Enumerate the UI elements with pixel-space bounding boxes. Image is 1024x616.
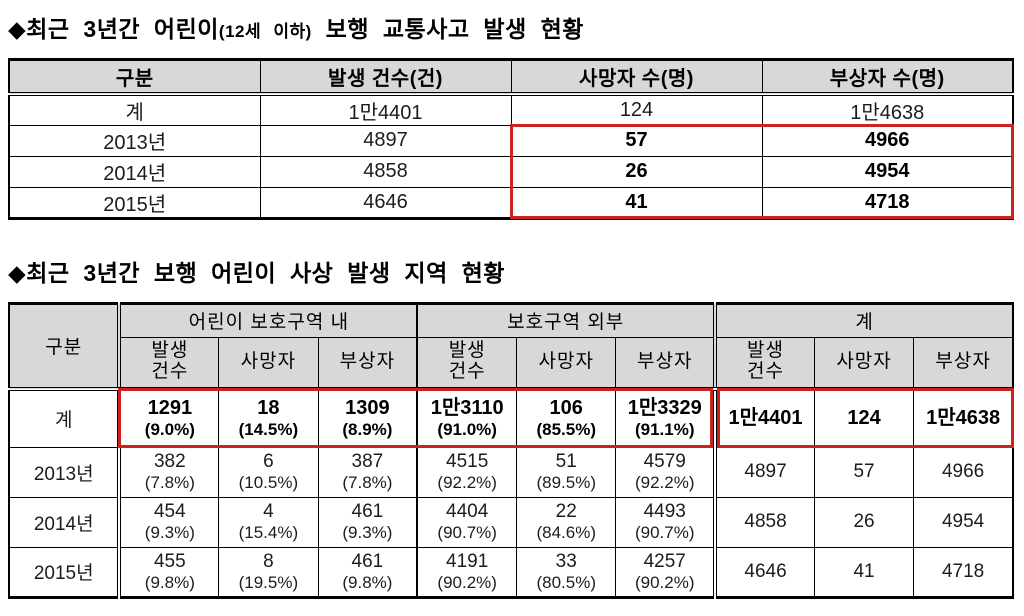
table-cell: 4646 bbox=[259, 186, 512, 219]
table-cell: 461 (9.8%) bbox=[317, 546, 418, 598]
t2-sub-out-injured: 부상자 bbox=[615, 336, 716, 391]
table-cell: 124 bbox=[813, 388, 915, 448]
table-cell: 4897 bbox=[713, 446, 815, 498]
table-cell: 4858 bbox=[259, 155, 512, 188]
table-cell: 33 (80.5%) bbox=[516, 546, 617, 598]
table-cell: 4954 bbox=[761, 155, 1014, 188]
table-row: 계 1만4401 124 1만4638 bbox=[8, 93, 1014, 126]
table-cell: 4257 (90.2%) bbox=[615, 546, 716, 598]
t2-sub-total-cases: 발생 건수 bbox=[713, 336, 815, 391]
table-cell: 1만4638 bbox=[913, 388, 1014, 448]
t2-sub-zone-deaths: 사망자 bbox=[218, 336, 319, 391]
title1-main2: 보행 교통사고 발생 현황 bbox=[311, 16, 584, 42]
accidents-by-year-table: 구분 발생 건수(건) 사망자 수(명) 부상자 수(명) 계 1만4401 124… bbox=[8, 58, 1014, 220]
table-cell: 4579 (92.2%) bbox=[615, 446, 716, 498]
table-cell: 4493 (90.7%) bbox=[615, 496, 716, 548]
table-cell: 1만3329 (91.1%) bbox=[615, 388, 716, 448]
table-cell: 57 bbox=[813, 446, 915, 498]
table-cell: 57 bbox=[510, 124, 763, 157]
t2-sub-zone-cases: 발생 건수 bbox=[117, 336, 220, 391]
page-title-1: ◆최근 3년간 어린이(12세 이하) 보행 교통사고 발생 현황 bbox=[8, 10, 1016, 44]
table-cell: 4966 bbox=[913, 446, 1014, 498]
table-cell: 4897 bbox=[259, 124, 512, 157]
table1-header-row: 구분 발생 건수(건) 사망자 수(명) 부상자 수(명) bbox=[8, 59, 1014, 96]
table-cell: 4646 bbox=[713, 546, 815, 598]
table-cell: 4 (15.4%) bbox=[218, 496, 319, 548]
diamond-bullet-icon: ◆ bbox=[8, 16, 27, 42]
row-label: 2014년 bbox=[8, 155, 261, 188]
table-cell: 1만4401 bbox=[713, 388, 815, 448]
t2-group-outside-zone: 보호구역 외부 bbox=[416, 302, 716, 338]
t2-sub-out-cases: 발생 건수 bbox=[416, 336, 518, 391]
table-cell: 41 bbox=[813, 546, 915, 598]
table-cell: 26 bbox=[510, 155, 763, 188]
t2-group-total: 계 bbox=[713, 302, 1014, 338]
table-row: 2014년 4858 26 4954 bbox=[8, 155, 1014, 188]
row-label: 2013년 bbox=[8, 124, 261, 157]
table-cell: 18 (14.5%) bbox=[218, 388, 319, 448]
table-cell: 22 (84.6%) bbox=[516, 496, 617, 548]
table-cell: 26 bbox=[813, 496, 915, 548]
table2-group-header-row: 구분 어린이 보호구역 내 보호구역 외부 계 bbox=[8, 302, 1014, 391]
t2-sub-total-injured: 부상자 bbox=[913, 336, 1014, 391]
table-cell: 455 (9.8%) bbox=[117, 546, 220, 598]
accidents-by-zone-table-wrap: 구분 어린이 보호구역 내 보호구역 외부 계 발생 건수 사망자 부상자 발생… bbox=[8, 301, 1014, 599]
row-label: 2015년 bbox=[8, 186, 261, 219]
table-row: 계 1291 (9.0%) 18 (14.5%) 1309 (8.9%) 1만3110 (91.… bbox=[8, 388, 1014, 448]
table-cell: 4954 bbox=[913, 496, 1014, 548]
table-cell: 4515 (92.2%) bbox=[416, 446, 518, 498]
row-label: 계 bbox=[8, 388, 120, 448]
t2-sub-out-deaths: 사망자 bbox=[516, 336, 617, 391]
table-cell: 4858 bbox=[713, 496, 815, 548]
row-label: 2013년 bbox=[8, 446, 120, 498]
table-cell: 1만4401 bbox=[259, 93, 512, 126]
title2-main: 최근 3년간 보행 어린이 사상 발생 지역 현황 bbox=[26, 259, 505, 286]
table-cell: 6 (10.5%) bbox=[218, 446, 319, 498]
table-cell: 454 (9.3%) bbox=[117, 496, 220, 548]
table-cell: 4404 (90.7%) bbox=[416, 496, 518, 548]
t2-sub-total-deaths: 사망자 bbox=[813, 336, 915, 391]
t2-sub-zone-injured: 부상자 bbox=[317, 336, 418, 391]
table-row: 2015년 455 (9.8%) 8 (19.5%) 461 (9.8%) 4191 (90.2… bbox=[8, 546, 1014, 598]
diamond-bullet-icon: ◆ bbox=[8, 259, 27, 286]
page-title-2: ◆최근 3년간 보행 어린이 사상 발생 지역 현황 bbox=[8, 254, 1016, 288]
table-cell: 4718 bbox=[761, 186, 1014, 219]
table-cell: 1만3110 (91.0%) bbox=[416, 388, 518, 448]
table2-sub-header-row: 발생 건수 사망자 부상자 발생 건수 사망자 부상자 발생 건수 사망자 부상… bbox=[9, 336, 1014, 391]
table-row: 2014년 454 (9.3%) 4 (15.4%) 461 (9.3%) 4404 (90.7… bbox=[8, 496, 1014, 548]
table-cell: 387 (7.8%) bbox=[317, 446, 418, 498]
table-cell: 41 bbox=[510, 186, 763, 219]
t1-col-cases: 발생 건수(건) bbox=[259, 59, 512, 96]
table-cell: 1만4638 bbox=[761, 93, 1014, 126]
accidents-by-zone-table: 구분 어린이 보호구역 내 보호구역 외부 계 발생 건수 사망자 부상자 발생… bbox=[8, 301, 1014, 599]
table-cell: 461 (9.3%) bbox=[317, 496, 418, 548]
row-label: 계 bbox=[8, 93, 261, 126]
table-cell: 382 (7.8%) bbox=[117, 446, 220, 498]
t2-corner-category: 구분 bbox=[8, 302, 120, 391]
t2-group-school-zone: 어린이 보호구역 내 bbox=[117, 302, 418, 338]
table-cell: 51 (89.5%) bbox=[516, 446, 617, 498]
table-row: 2015년 4646 41 4718 bbox=[8, 186, 1014, 219]
t1-col-injured: 부상자 수(명) bbox=[761, 59, 1014, 96]
title1-main1: 최근 3년간 어린이 bbox=[26, 16, 219, 42]
row-label: 2014년 bbox=[8, 496, 120, 548]
t1-col-deaths: 사망자 수(명) bbox=[510, 59, 763, 96]
table-cell: 1291 (9.0%) bbox=[117, 388, 220, 448]
title1-paren: (12세 이하) bbox=[218, 22, 312, 41]
accidents-by-year-table-wrap: 구분 발생 건수(건) 사망자 수(명) 부상자 수(명) 계 1만4401 124… bbox=[8, 58, 1014, 220]
row-label: 2015년 bbox=[8, 546, 120, 598]
table-row: 2013년 4897 57 4966 bbox=[8, 124, 1014, 157]
t1-col-category: 구분 bbox=[8, 59, 261, 96]
table-cell: 4718 bbox=[913, 546, 1014, 598]
table-cell: 124 bbox=[510, 93, 763, 126]
table-cell: 1309 (8.9%) bbox=[317, 388, 418, 448]
table-cell: 106 (85.5%) bbox=[516, 388, 617, 448]
table-cell: 8 (19.5%) bbox=[218, 546, 319, 598]
table-row: 2013년 382 (7.8%) 6 (10.5%) 387 (7.8%) 4515 (92.2… bbox=[8, 446, 1014, 498]
table-cell: 4191 (90.2%) bbox=[416, 546, 518, 598]
table-cell: 4966 bbox=[761, 124, 1014, 157]
